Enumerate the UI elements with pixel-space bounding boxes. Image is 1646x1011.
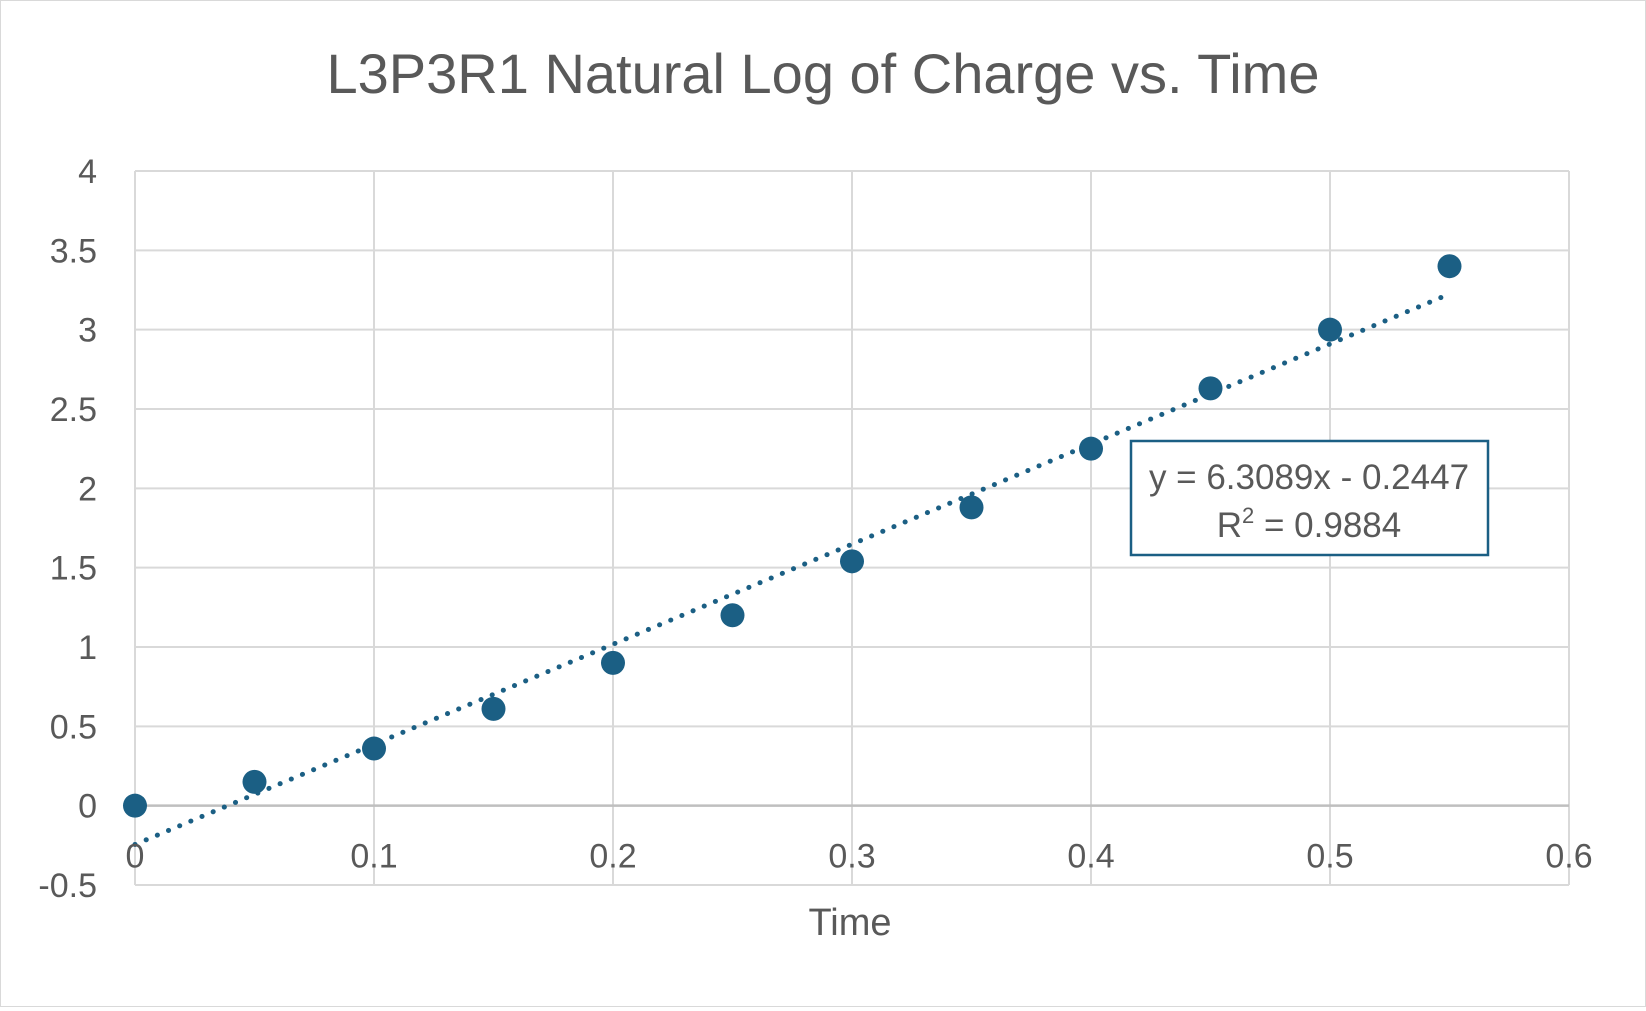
trendline-equation: y = 6.3089x - 0.2447 <box>1149 458 1469 497</box>
y-tick-label: 2.5 <box>50 391 97 429</box>
tick-labels: -0.5 0 0.5 1 1.5 2 2.5 3 3.5 4 0 0.1 0.2 0.3 0.4 0.5 0.6 <box>38 153 1592 905</box>
data-point <box>481 696 506 721</box>
y-tick-label: 3.5 <box>50 232 97 270</box>
y-tick-label: 2 <box>78 470 97 508</box>
r-squared-label: R2 = 0.9884 <box>1217 503 1401 545</box>
y-tick-label: 4 <box>78 153 97 191</box>
data-point <box>123 793 147 818</box>
x-tick-label: 0.5 <box>1306 838 1353 876</box>
data-point <box>959 495 984 520</box>
y-tick-label: 3 <box>78 312 97 350</box>
data-point <box>720 603 745 628</box>
r-squared-value: = 0.9884 <box>1254 506 1401 545</box>
chart-title: L3P3R1 Natural Log of Charge vs. Time <box>327 42 1320 105</box>
trendline <box>132 291 1452 847</box>
y-tick-label: 1.5 <box>50 550 97 588</box>
equation-box-border <box>1129 439 1490 557</box>
r-squared-prefix: R <box>1217 506 1242 545</box>
trendline-equation-box: y = 6.3089x - 0.2447 R2 = 0.9884 <box>1129 439 1490 557</box>
x-tick-label: 0.1 <box>350 838 397 876</box>
data-point <box>1437 254 1462 279</box>
data-point <box>1198 376 1223 401</box>
data-points <box>123 254 1462 818</box>
data-point <box>1079 436 1103 461</box>
x-tick-label: 0.2 <box>589 838 636 876</box>
x-tick-label: 0.4 <box>1067 838 1114 876</box>
data-point <box>242 769 267 794</box>
data-point <box>362 736 386 761</box>
data-point <box>601 650 625 675</box>
x-axis-title: Time <box>808 902 891 944</box>
r-squared-superscript: 2 <box>1242 503 1254 528</box>
x-tick-label: 0.6 <box>1545 838 1592 876</box>
x-tick-label: 0.3 <box>828 838 875 876</box>
data-point <box>840 549 864 574</box>
x-tick-label: 0 <box>126 838 145 876</box>
y-tick-label: 0 <box>78 788 97 826</box>
y-tick-label: 0.5 <box>50 708 97 746</box>
y-tick-label: -0.5 <box>38 867 97 905</box>
data-point <box>1318 317 1342 342</box>
y-tick-label: 1 <box>78 629 97 667</box>
trendline-layer <box>132 291 1452 847</box>
